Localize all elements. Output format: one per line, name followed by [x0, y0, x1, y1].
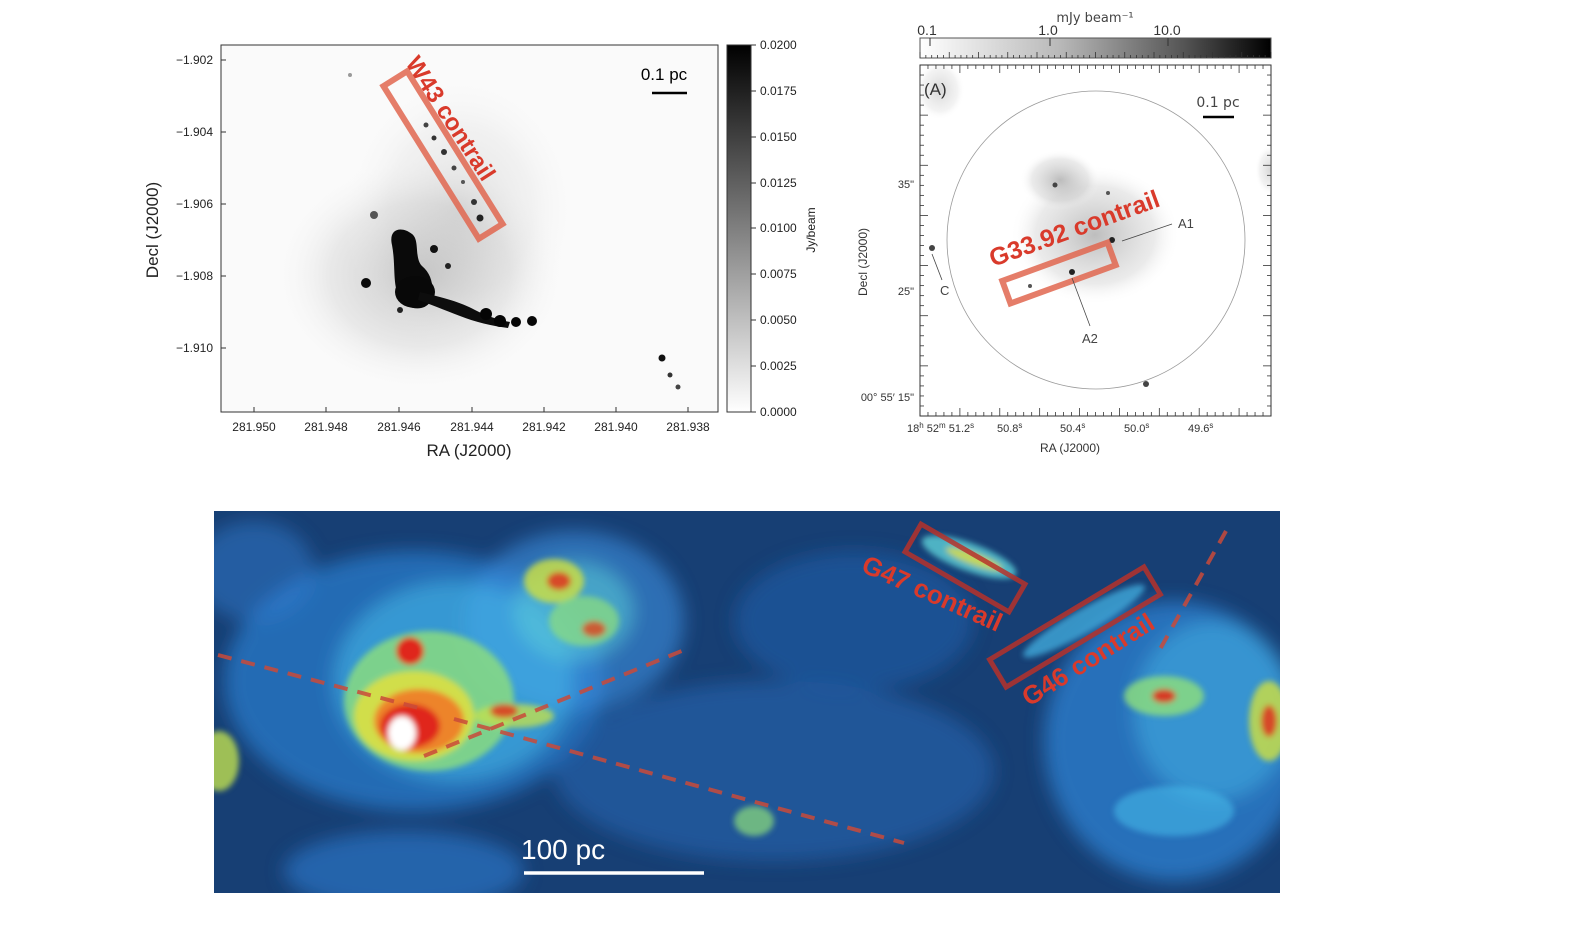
w43-xtick: 281.944	[450, 420, 494, 434]
g33-ylabel: Decl (J2000)	[856, 228, 870, 296]
w43-cbar-tick: 0.0125	[760, 176, 797, 190]
w43-cbar-tick: 0.0025	[760, 359, 797, 373]
w43-cbar-tick: 0.0175	[760, 84, 797, 98]
w43-cbar-tick: 0.0000	[760, 405, 797, 419]
w43-colorbar	[726, 44, 752, 413]
w43-figure: W43 contrail 0.1 pc −1.902 −1.904 −1.906…	[143, 38, 818, 460]
g33-contrail-box	[998, 238, 1120, 308]
source-a1-label: A1	[1178, 216, 1194, 231]
g33-ytick: 25"	[898, 286, 914, 298]
w43-cbar-tick: 0.0150	[760, 130, 797, 144]
g33-xtick: 50.0s	[1124, 421, 1149, 435]
g33-frame-ticks	[919, 52, 1272, 417]
g33-cbar-tick: 1.0	[1038, 22, 1058, 38]
source-a2-label: A2	[1082, 331, 1098, 346]
g33-figure: mJy beam⁻¹ 0.1 1.0 10.0	[856, 11, 1272, 455]
w43-xtick: 281.940	[594, 420, 638, 434]
w43-xtick: 281.942	[522, 420, 566, 434]
w43-contrail-box	[379, 67, 507, 243]
w43-xtick: 281.938	[666, 420, 710, 434]
w43-colorbar-label: Jy/beam	[804, 207, 818, 252]
g33-xtick: 49.6s	[1188, 421, 1213, 435]
w43-ytick: −1.902	[176, 53, 213, 67]
g33-scalebar-label: 0.1 pc	[1196, 95, 1239, 111]
w43-ytick: −1.908	[176, 269, 213, 283]
w43-ytick: −1.906	[176, 197, 213, 211]
w43-xtick: 281.950	[232, 420, 276, 434]
panel-g33: mJy beam⁻¹ 0.1 1.0 10.0	[850, 0, 1290, 470]
panel-galactic-map: G47 contrail G46 contrail 100 pc	[214, 511, 1280, 893]
g46-contrail-box	[986, 563, 1164, 691]
g33-xtick: 50.8s	[997, 421, 1022, 435]
w43-ytick: −1.910	[176, 341, 213, 355]
w43-xtick: 281.946	[377, 420, 421, 434]
w43-ytick: −1.904	[176, 125, 213, 139]
w43-x-ticks: 281.950 281.948 281.946 281.944 281.942 …	[232, 407, 710, 434]
map-emission	[214, 521, 1280, 893]
w43-cbar-tick: 0.0200	[760, 38, 797, 52]
g33-ytick: 35"	[898, 179, 914, 191]
g33-colorbar-title: mJy beam⁻¹	[1056, 11, 1133, 26]
g33-ytick-bottom: 00° 55′ 15"	[861, 392, 914, 404]
g33-emission	[920, 65, 1271, 387]
galactic-map-figure: G47 contrail G46 contrail 100 pc	[214, 511, 1280, 893]
g33-panel-tag: (A)	[924, 80, 947, 99]
g33-xlabel: RA (J2000)	[1040, 441, 1100, 455]
g33-cbar-tick: 10.0	[1153, 22, 1180, 38]
w43-colorbar-ticks: 0.0200 0.0175 0.0150 0.0125 0.0100 0.007…	[751, 38, 797, 419]
w43-scalebar-label: 0.1 pc	[641, 65, 688, 84]
g33-x-ticks: 18h 52m 51.2s 50.8s 50.4s 50.0s 49.6s	[907, 421, 1213, 435]
w43-cbar-tick: 0.0075	[760, 267, 797, 281]
g33-cbar-tick: 0.1	[917, 22, 937, 38]
map-scalebar-label: 100 pc	[521, 834, 605, 865]
panel-w43: W43 contrail 0.1 pc −1.902 −1.904 −1.906…	[130, 30, 850, 470]
w43-y-ticks: −1.902 −1.904 −1.906 −1.908 −1.910	[176, 53, 226, 355]
w43-xlabel: RA (J2000)	[426, 441, 511, 460]
w43-cbar-tick: 0.0100	[760, 221, 797, 235]
w43-cbar-tick: 0.0050	[760, 313, 797, 327]
g47-contrail-box	[901, 520, 1029, 616]
w43-ylabel: Decl (J2000)	[143, 182, 162, 278]
g33-xtick: 18h 52m 51.2s	[907, 421, 974, 435]
g33-primary-beam	[946, 90, 1246, 390]
g33-colorbar-ticks: 0.1 1.0 10.0	[917, 22, 1181, 46]
map-dashed-lines	[217, 530, 1228, 845]
g33-xtick: 50.4s	[1060, 421, 1085, 435]
w43-xtick: 281.948	[304, 420, 348, 434]
source-c-label: C	[940, 283, 949, 298]
